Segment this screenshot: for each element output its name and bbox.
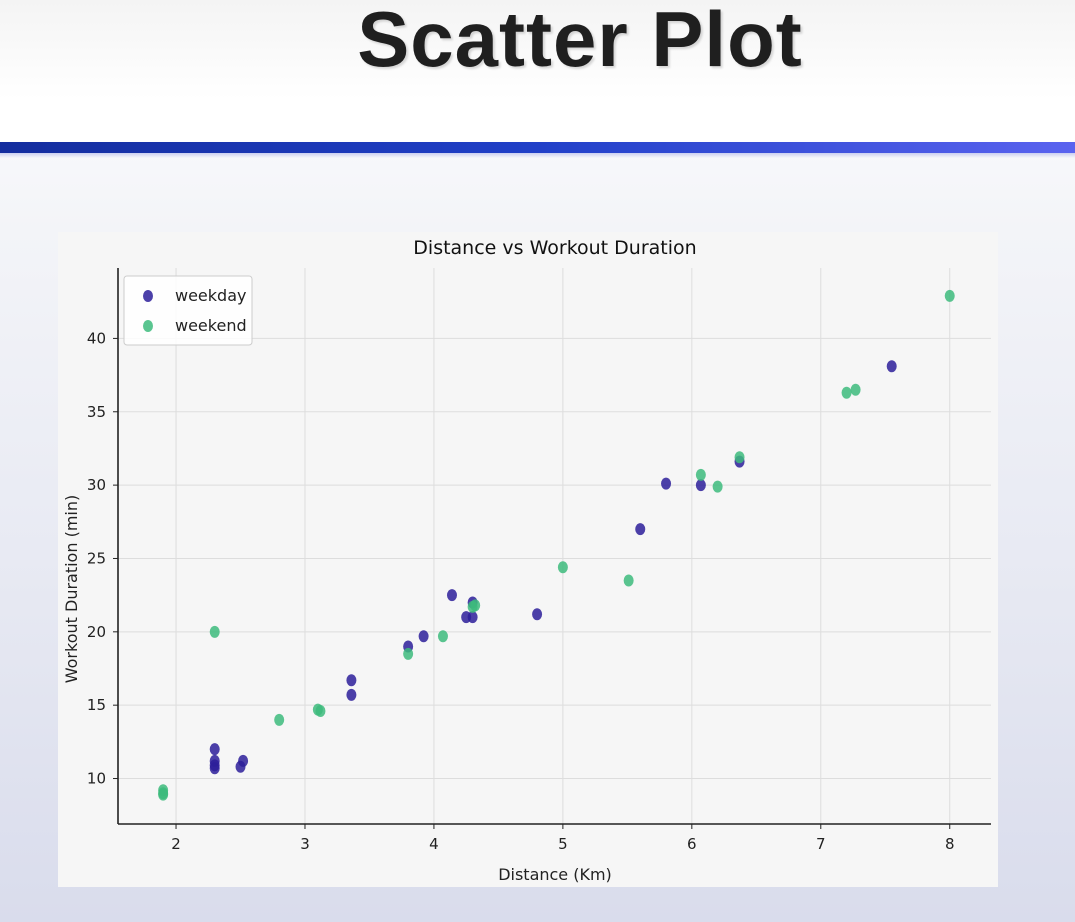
y-tick-label: 35 xyxy=(87,403,106,421)
point-weekday xyxy=(886,360,897,373)
x-tick-label: 2 xyxy=(171,835,181,853)
point-weekend xyxy=(209,625,220,638)
header-rule-shine xyxy=(0,153,1075,158)
y-tick-label: 20 xyxy=(87,623,106,641)
point-weekday xyxy=(532,608,543,621)
point-weekend xyxy=(841,386,852,399)
point-weekday xyxy=(446,589,457,602)
y-axis-title: Workout Duration (min) xyxy=(62,495,81,683)
axes xyxy=(113,268,991,829)
y-tick-label: 30 xyxy=(87,476,106,494)
point-weekday xyxy=(346,688,357,701)
x-tick-label: 6 xyxy=(687,835,697,853)
y-tick-label: 15 xyxy=(87,696,106,714)
slide-header: Scatter Plot xyxy=(0,0,1075,142)
point-weekday xyxy=(467,611,478,624)
point-weekend xyxy=(695,468,706,481)
point-weekday xyxy=(635,523,646,536)
point-weekend xyxy=(403,647,414,660)
point-weekend xyxy=(850,383,861,396)
scatter-chart: 2 3 4 5 6 7 8 10 15 20 25 30 35 40 Distance vs Workou… xyxy=(62,237,991,884)
x-tick-label: 7 xyxy=(816,835,826,853)
point-weekend xyxy=(470,599,481,612)
point-weekday xyxy=(209,762,220,775)
legend: weekday weekend xyxy=(123,275,253,346)
point-weekday xyxy=(346,674,357,687)
point-weekend xyxy=(437,630,448,643)
point-weekend xyxy=(712,480,723,493)
x-tick-label: 4 xyxy=(429,835,439,853)
grid-lines xyxy=(118,268,991,824)
point-weekday xyxy=(418,630,429,643)
point-weekend xyxy=(315,705,326,718)
legend-label-weekend: weekend xyxy=(175,316,247,335)
data-points xyxy=(158,289,955,801)
legend-marker-weekday xyxy=(143,290,153,302)
x-tick-label: 5 xyxy=(558,835,568,853)
chart-title: Distance vs Workout Duration xyxy=(413,237,696,259)
point-weekend xyxy=(623,574,634,587)
point-weekday xyxy=(695,479,706,492)
x-tick-label: 8 xyxy=(945,835,955,853)
point-weekend xyxy=(734,451,745,464)
legend-marker-weekend xyxy=(143,320,153,332)
point-weekend xyxy=(557,561,568,574)
tick-labels: 2 3 4 5 6 7 8 10 15 20 25 30 35 40 xyxy=(87,329,955,853)
point-weekend xyxy=(944,289,955,302)
y-tick-label: 10 xyxy=(87,770,106,788)
y-tick-label: 40 xyxy=(87,329,106,347)
point-weekday xyxy=(661,477,672,490)
chart-panel: 2 3 4 5 6 7 8 10 15 20 25 30 35 40 Distance vs Workou… xyxy=(58,232,998,887)
x-tick-label: 3 xyxy=(300,835,310,853)
point-weekday xyxy=(238,754,249,767)
slide-title: Scatter Plot xyxy=(357,0,803,83)
y-tick-label: 25 xyxy=(87,549,106,567)
point-weekend xyxy=(158,788,169,801)
header-rule xyxy=(0,142,1075,153)
point-weekday xyxy=(209,743,220,756)
point-weekend xyxy=(274,713,285,726)
x-axis-title: Distance (Km) xyxy=(498,865,612,884)
legend-label-weekday: weekday xyxy=(175,286,246,305)
legend-box xyxy=(123,275,253,346)
